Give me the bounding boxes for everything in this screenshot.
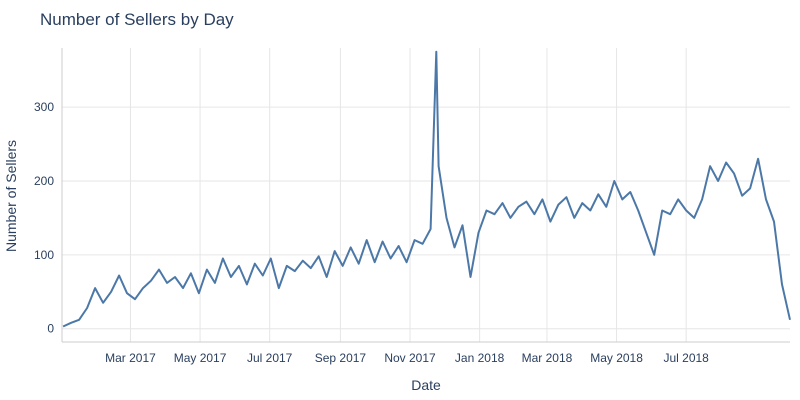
x-tick-label: Sep 2017	[315, 351, 367, 365]
x-axis-title: Date	[411, 377, 441, 393]
series-layer	[62, 50, 791, 328]
x-tick-label: Jul 2018	[663, 351, 709, 365]
y-tick-label: 0	[47, 322, 54, 336]
y-tick-label: 100	[34, 248, 54, 262]
series-line	[62, 50, 791, 328]
x-tick-label: Jan 2018	[455, 351, 505, 365]
y-tick-label: 300	[34, 100, 54, 114]
grid-layer	[62, 48, 790, 342]
x-tick-label: May 2018	[590, 351, 643, 365]
y-tick-label: 200	[34, 174, 54, 188]
x-tick-label: Nov 2017	[384, 351, 436, 365]
x-tick-label: Jul 2017	[247, 351, 293, 365]
x-tick-label: Mar 2018	[522, 351, 573, 365]
x-tick-label: Mar 2017	[105, 351, 156, 365]
x-tick-label: May 2017	[174, 351, 227, 365]
axis-layer: 0 100 200 300 Mar 2017 May 2017 Jul 2017 Sep 20…	[34, 48, 790, 365]
y-axis-title: Number of Sellers	[3, 140, 19, 252]
chart-title: Number of Sellers by Day	[40, 10, 234, 29]
